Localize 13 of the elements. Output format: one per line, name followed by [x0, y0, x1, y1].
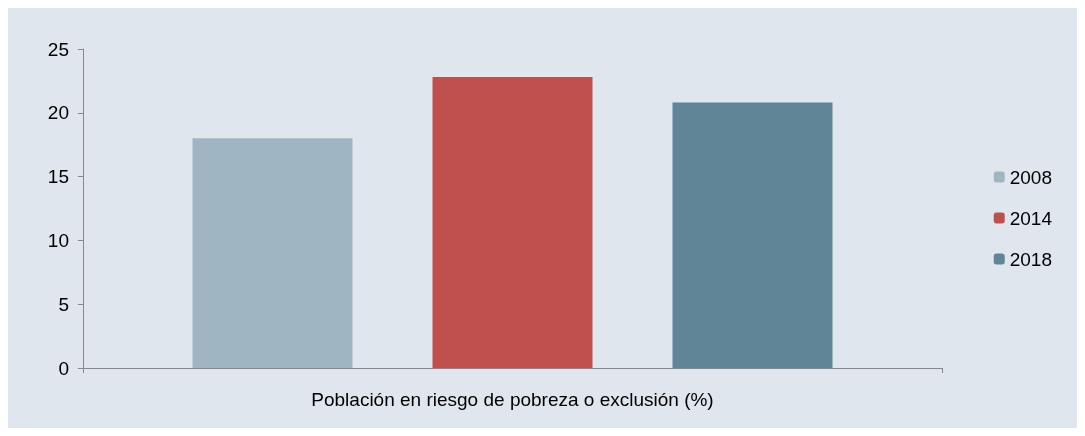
- y-tick-label: 15: [47, 166, 69, 188]
- bar: [672, 102, 833, 368]
- x-tick-label: Población en riesgo de pobreza o exclusión (%): [311, 389, 714, 410]
- y-tick-label: 5: [58, 293, 69, 315]
- y-tick-label: 10: [47, 229, 69, 251]
- y-tick-label: 25: [47, 38, 69, 60]
- bar: [432, 77, 593, 368]
- legend-label: 2008: [1009, 166, 1053, 188]
- legend-label: 2018: [1009, 248, 1053, 270]
- legend-label: 2014: [1009, 207, 1053, 229]
- y-tick-label: 0: [58, 357, 69, 379]
- y-tick-label: 20: [47, 102, 69, 124]
- bar: [192, 138, 353, 368]
